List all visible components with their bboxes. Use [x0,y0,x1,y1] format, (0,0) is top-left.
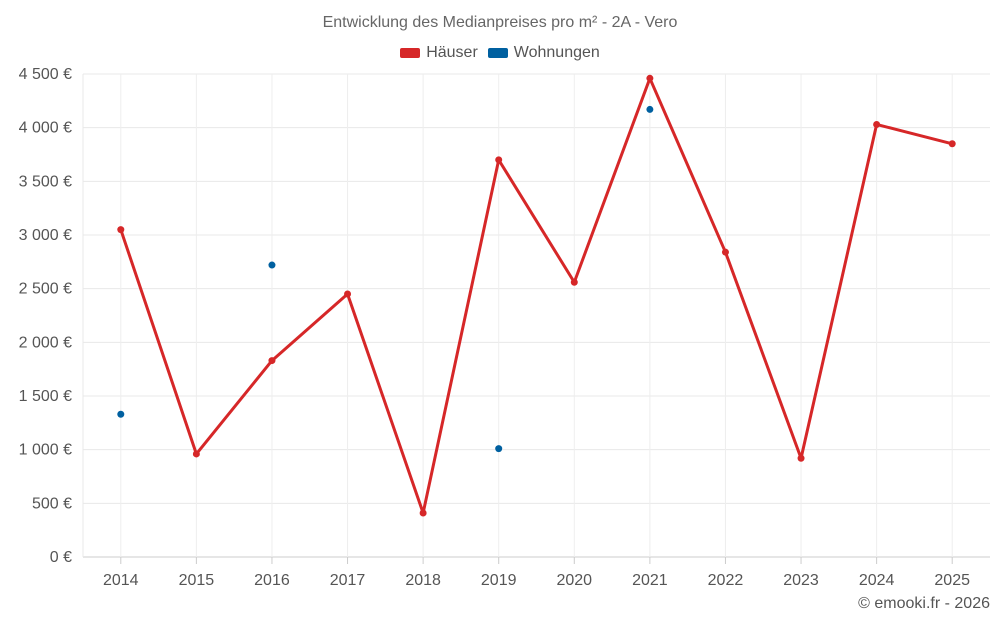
data-point-haeuser[interactable] [268,357,276,365]
x-tick-label: 2024 [859,572,895,589]
data-point-haeuser[interactable] [948,140,956,148]
data-point-haeuser[interactable] [192,450,200,458]
x-tick-label: 2023 [783,572,819,589]
data-point-haeuser[interactable] [873,120,881,128]
y-tick-label: 4 000 € [19,120,72,137]
chart-title: Entwicklung des Medianpreises pro m² - 2… [322,14,678,31]
legend-swatch-haeuser [400,48,421,58]
x-tick-label: 2025 [934,572,970,589]
legend-item-wohnungen[interactable]: Wohnungen [487,44,600,62]
x-tick-label: 2015 [179,572,215,589]
x-tick-label: 2022 [708,572,744,589]
data-point-haeuser[interactable] [797,454,805,462]
y-tick-label: 0 € [50,549,72,566]
data-point-haeuser[interactable] [646,74,654,82]
series-line-haeuser [119,76,953,515]
data-point-wohnungen[interactable] [646,105,654,113]
x-tick-label: 2021 [632,572,668,589]
y-tick-label: 1 500 € [19,388,72,405]
y-tick-label: 2 000 € [19,334,72,351]
legend: Häuser Wohnungen [0,44,1000,62]
x-tick-label: 2016 [254,572,290,589]
data-point-wohnungen[interactable] [268,261,276,269]
y-tick-label: 4 500 € [19,66,72,83]
legend-item-haeuser[interactable]: Häuser [400,44,478,62]
x-tick-label: 2014 [103,572,139,589]
data-point-haeuser[interactable] [495,156,503,164]
legend-label-wohnungen: Wohnungen [513,44,600,61]
x-tick-label: 2020 [556,572,592,589]
data-point-haeuser[interactable] [570,278,578,286]
x-tick-label: 2019 [481,572,517,589]
data-point-wohnungen[interactable] [117,410,125,418]
data-point-haeuser[interactable] [344,290,352,298]
x-tick-label: 2018 [405,572,441,589]
y-tick-label: 3 000 € [19,227,72,244]
data-point-haeuser[interactable] [117,226,125,234]
legend-label-haeuser: Häuser [426,44,478,61]
y-tick-label: 500 € [32,495,72,512]
y-tick-label: 3 500 € [19,173,72,190]
legend-swatch-wohnungen [487,48,508,58]
data-point-wohnungen[interactable] [495,445,503,453]
x-tick-label: 2017 [330,572,366,589]
y-tick-label: 2 500 € [19,281,72,298]
copyright-text: © emooki.fr - 2026 [858,595,990,612]
data-point-haeuser[interactable] [721,248,729,256]
data-point-haeuser[interactable] [419,509,427,517]
y-tick-label: 1 000 € [19,442,72,459]
